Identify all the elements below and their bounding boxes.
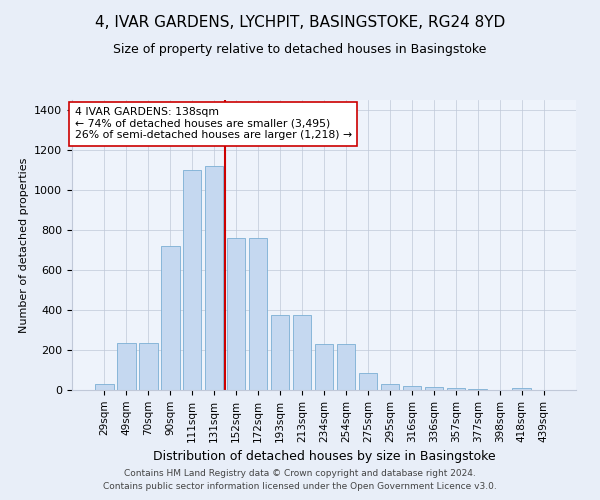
Bar [205, 166, 223, 390]
Bar [293, 315, 311, 390]
Text: 4 IVAR GARDENS: 138sqm
← 74% of detached houses are smaller (3,495)
26% of semi-: 4 IVAR GARDENS: 138sqm ← 74% of detached… [74, 108, 352, 140]
Y-axis label: Number of detached properties: Number of detached properties [19, 158, 29, 332]
Bar [337, 344, 355, 390]
Bar [271, 315, 289, 390]
Bar [139, 343, 158, 390]
Bar [425, 387, 443, 390]
Text: Contains public sector information licensed under the Open Government Licence v3: Contains public sector information licen… [103, 482, 497, 491]
Bar [249, 238, 268, 390]
Bar [183, 170, 202, 390]
Text: 4, IVAR GARDENS, LYCHPIT, BASINGSTOKE, RG24 8YD: 4, IVAR GARDENS, LYCHPIT, BASINGSTOKE, R… [95, 15, 505, 30]
Bar [446, 388, 465, 390]
Bar [314, 344, 334, 390]
Bar [95, 384, 113, 390]
X-axis label: Distribution of detached houses by size in Basingstoke: Distribution of detached houses by size … [152, 450, 496, 463]
Bar [227, 238, 245, 390]
Bar [512, 388, 531, 390]
Bar [469, 389, 487, 390]
Bar [117, 343, 136, 390]
Text: Contains HM Land Registry data © Crown copyright and database right 2024.: Contains HM Land Registry data © Crown c… [124, 468, 476, 477]
Bar [380, 384, 399, 390]
Bar [161, 246, 179, 390]
Bar [403, 386, 421, 390]
Text: Size of property relative to detached houses in Basingstoke: Size of property relative to detached ho… [113, 42, 487, 56]
Bar [359, 373, 377, 390]
